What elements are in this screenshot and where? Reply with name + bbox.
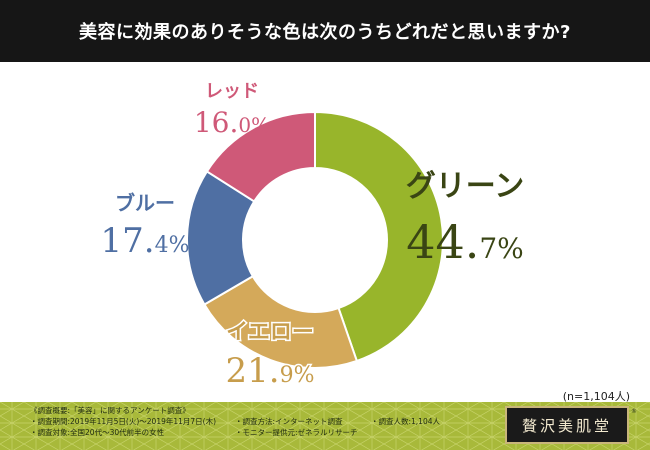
slice-value-3: 16.0%: [194, 106, 270, 139]
survey-target: ・調査対象:全国20代～30代前半の女性: [30, 428, 165, 437]
registered-mark: ®: [631, 408, 637, 415]
chart-title: 美容に効果のありそうな色は次のうちどれだと思いますか?: [0, 0, 650, 62]
slice-value-0: 44.7%: [406, 215, 524, 269]
brand-logo: 贅沢美肌堂: [505, 406, 629, 444]
slice-label-2: ブルー: [115, 191, 175, 215]
survey-period: ・調査期間:2019年11月5日(火)～2019年11月7日(木): [30, 417, 217, 426]
survey-count: ・調査人数:1,104人: [371, 417, 440, 426]
sample-size: (n=1,104人): [562, 390, 630, 403]
slice-value-1: 21.9%: [226, 351, 315, 388]
monitor-provider: ・モニター提供元:ゼネラルリサーチ: [235, 428, 358, 437]
slice-label-3: レッド: [205, 81, 259, 102]
slice-value-2: 17.4%: [101, 221, 190, 261]
slice-3: [205, 110, 316, 203]
survey-info: 《調査概要:「美容」に関するアンケート調査》 ・調査期間:2019年11月5日(…: [30, 405, 440, 438]
donut-chart: グリーン 44.7% イエロー 21.9% ブルー 17.4% レッド 16.0%: [101, 81, 525, 388]
survey-summary: 《調査概要:「美容」に関するアンケート調査》: [30, 406, 190, 415]
survey-method: ・調査方法:インターネット調査: [235, 417, 343, 426]
slice-0: [314, 110, 444, 363]
slice-label-0: グリーン: [406, 169, 525, 204]
slice-label-1: イエロー: [226, 320, 314, 345]
